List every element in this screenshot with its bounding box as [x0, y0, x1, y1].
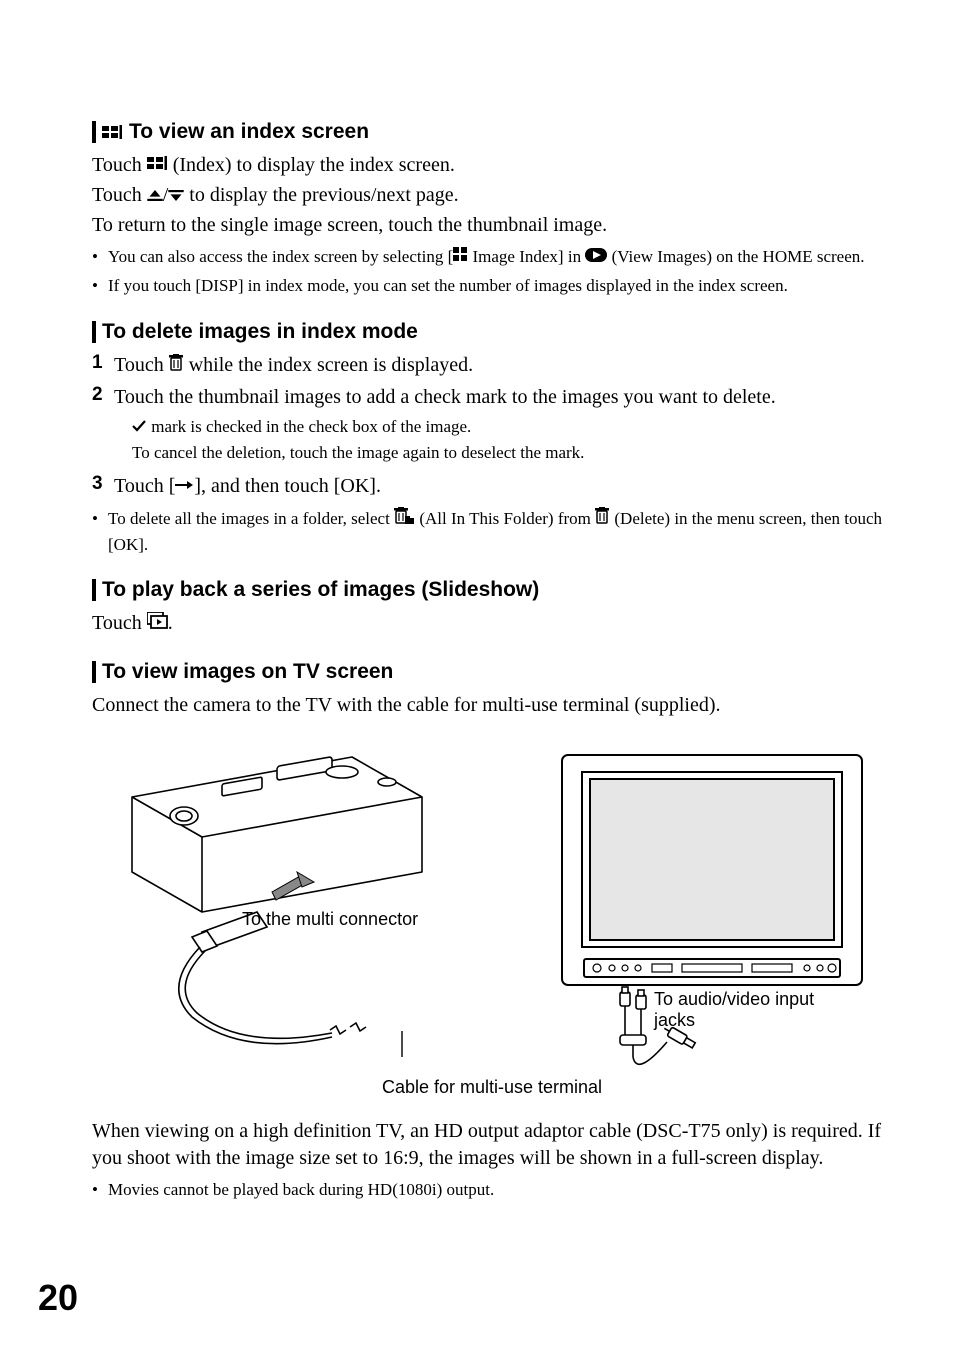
section-heading-slideshow: To play back a series of images (Slidesh…	[92, 578, 892, 602]
up-down-icon	[147, 182, 163, 209]
connection-diagram: To the multi connector To audio/video in…	[92, 737, 872, 1067]
body-text: To return to the single image screen, to…	[92, 212, 892, 239]
diagram-caption: Cable for multi-use terminal	[92, 1077, 892, 1098]
bullet-item: • If you touch [DISP] in index mode, you…	[92, 274, 892, 298]
heading-text: To delete images in index mode	[102, 320, 418, 344]
index-grid-icon	[102, 125, 123, 140]
trash-icon	[169, 352, 184, 379]
index-grid-icon	[147, 152, 168, 179]
section-heading-index-screen: To view an index screen	[92, 120, 892, 144]
heading-text: To play back a series of images (Slidesh…	[102, 578, 539, 602]
heading-text: To view an index screen	[129, 120, 369, 144]
bullet-item: • You can also access the index screen b…	[92, 245, 892, 270]
heading-bar	[92, 579, 96, 601]
trash-folder-icon	[394, 507, 415, 532]
play-icon	[585, 245, 607, 269]
down-bar-icon	[168, 182, 184, 209]
image-index-icon	[453, 245, 468, 269]
section-heading-tv: To view images on TV screen	[92, 660, 892, 684]
body-text: Connect the camera to the TV with the ca…	[92, 692, 892, 719]
section-heading-delete: To delete images in index mode	[92, 320, 892, 344]
heading-bar	[92, 121, 96, 143]
body-text: When viewing on a high definition TV, an…	[92, 1118, 892, 1172]
bullet-item: • Movies cannot be played back during HD…	[92, 1178, 892, 1202]
arrow-right-icon	[175, 473, 194, 500]
heading-text: To view images on TV screen	[102, 660, 393, 684]
body-text: Touch / to display the previous/next pag…	[92, 182, 892, 210]
check-icon	[132, 415, 147, 439]
label-av-jacks: To audio/video input jacks	[654, 989, 844, 1031]
page-number: 20	[38, 1277, 78, 1319]
body-text: Touch .	[92, 610, 892, 638]
sub-note: mark is checked in the check box of the …	[132, 415, 892, 440]
trash-icon	[595, 507, 610, 531]
step-1: 1 Touch while the index screen is displa…	[92, 352, 892, 380]
slideshow-icon	[147, 610, 168, 637]
heading-bar	[92, 321, 96, 343]
bullet-item: • To delete all the images in a folder, …	[92, 507, 892, 556]
body-text: Touch (Index) to display the index scree…	[92, 152, 892, 180]
step-3: 3 Touch [], and then touch [OK].	[92, 473, 892, 501]
step-2: 2 Touch the thumbnail images to add a ch…	[92, 384, 892, 411]
sub-note: To cancel the deletion, touch the image …	[132, 441, 892, 465]
heading-bar	[92, 661, 96, 683]
label-multi-connector: To the multi connector	[242, 909, 418, 930]
